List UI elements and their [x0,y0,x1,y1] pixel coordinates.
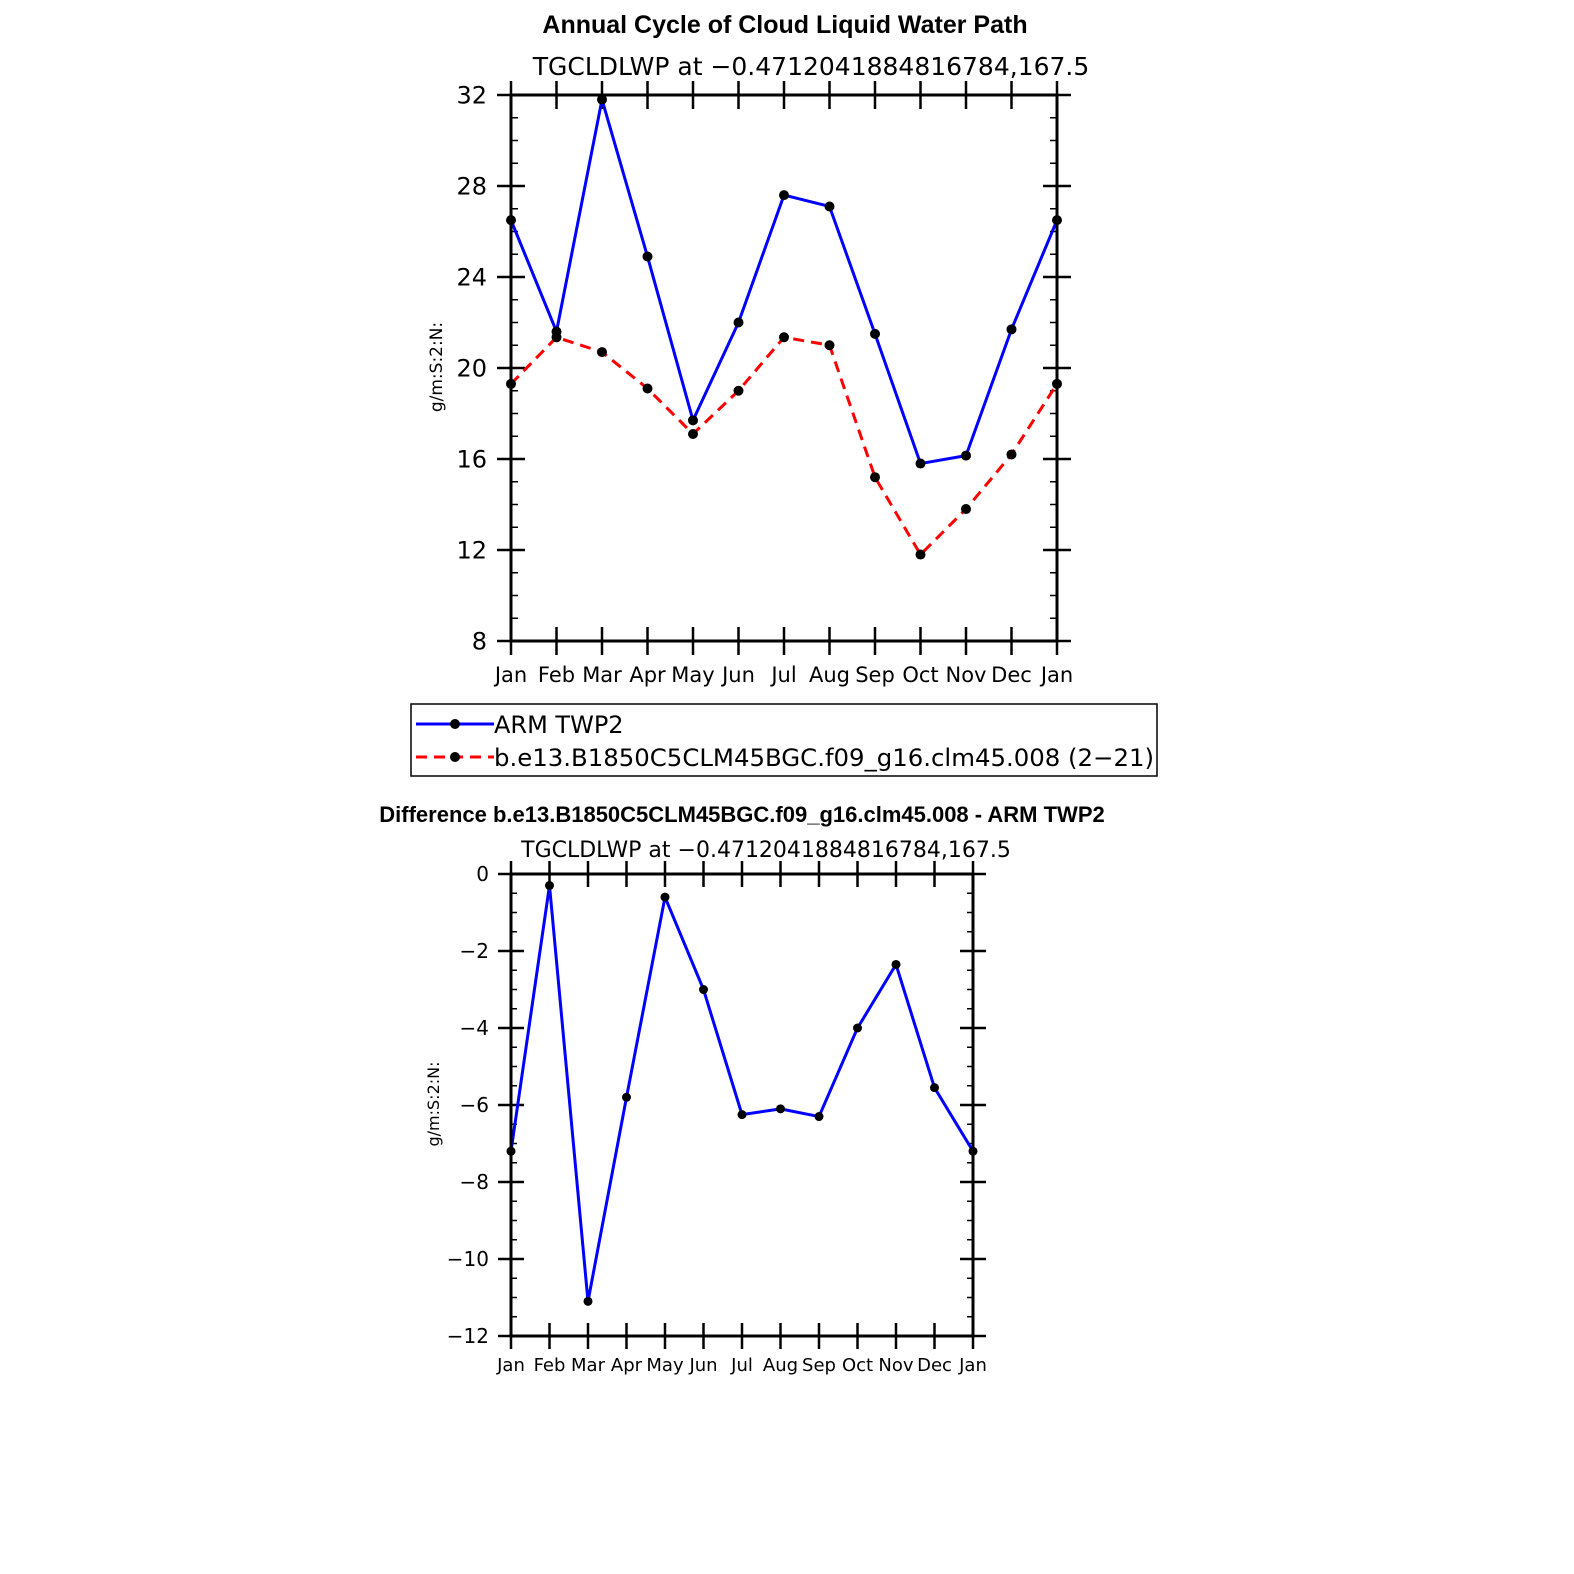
x-tick-label: Jan [493,663,527,687]
y-tick-label: −8 [460,1170,489,1194]
x-tick-label: Dec [991,663,1032,687]
data-point-b-e13-b1850c5clm45bgc-f09-g16-clm45-008- [597,347,607,358]
y-axis-label: g/m:S:2:N: [427,322,447,412]
x-tick-label: Jan [1039,663,1073,687]
series-layer [506,94,1062,560]
x-tick-label: Mar [582,663,622,687]
legend-label-arm-twp2: ARM TWP2 [494,711,624,739]
y-tick-labels: 8 12 16 20 24 28 32 [456,82,487,656]
chart-subtitle: TGCLDLWP at −0.4712041884816784,167.5 [532,52,1090,81]
data-point-difference [853,1023,862,1033]
y-tick-label: 8 [472,628,487,656]
data-point-arm-twp2 [597,94,607,105]
x-tick-label: Oct [902,663,938,687]
data-point-arm-twp2 [1006,324,1017,335]
data-point-arm-twp2 [824,201,835,212]
x-tick-label: Aug [809,663,850,687]
x-tick-label: Sep [802,1355,836,1376]
data-point-difference [930,1083,939,1093]
x-tick-label: Jul [730,1355,753,1376]
y-tick-label: −12 [447,1324,489,1348]
chart-title: Annual Cycle of Cloud Liquid Water Path [542,11,1027,39]
legend-box [410,703,1158,777]
data-point-difference [660,892,670,902]
data-point-difference [814,1112,824,1122]
data-point-difference [891,959,901,969]
x-tick-label: May [646,1355,684,1376]
x-tick-labels: Jan Feb Mar Apr May Jun Jul Aug Sep Oct Nov Dec Jan [493,663,1073,687]
data-point-b-e13-b1850c5clm45bgc-f09-g16-clm45-008- [961,504,971,515]
x-tick-label: Nov [946,663,987,687]
x-tick-label: Mar [571,1355,606,1376]
series-line-b-e13-b1850c5clm45bgc-f09-g16-clm45-008- [509,335,1059,557]
legend-marker-arm-twp2 [450,719,460,729]
data-point-difference [622,1092,631,1102]
y-tick-label: 12 [456,537,487,565]
y-tick-label: 16 [456,446,487,474]
data-point-arm-twp2 [779,190,789,201]
x-tick-label: Jul [769,663,796,687]
y-tick-label: 32 [456,82,487,110]
y-tick-label: −6 [460,1093,489,1117]
data-point-arm-twp2 [961,450,971,461]
x-tick-label: Aug [763,1355,798,1376]
legend-label-model: b.e13.B1850C5CLM45BGC.f09_g16.clm45.008 … [494,744,1154,772]
y-tick-label: 28 [456,173,487,201]
data-point-b-e13-b1850c5clm45bgc-f09-g16-clm45-008- [1006,449,1017,460]
data-point-arm-twp2 [870,328,880,339]
annual-cycle-chart: Annual Cycle of Cloud Liquid Water Path … [427,11,1089,687]
x-tick-label: Jan [958,1355,987,1376]
x-tick-label: Sep [855,663,895,687]
legend: ARM TWP2 b.e13.B1850C5CLM45BGC.f09_g16.c… [410,703,1158,777]
axis-ticks [497,81,1071,655]
x-tick-label: Jun [688,1355,717,1376]
x-tick-label: Jun [720,663,755,687]
chart-subtitle: TGCLDLWP at −0.4712041884816784,167.5 [520,838,1011,863]
x-tick-label: Apr [611,1355,643,1376]
data-point-difference [699,985,708,994]
data-point-b-e13-b1850c5clm45bgc-f09-g16-clm45-008- [915,549,926,560]
series-layer [506,881,978,1306]
data-point-b-e13-b1850c5clm45bgc-f09-g16-clm45-008- [551,332,562,343]
legend-marker-model [450,752,460,762]
y-tick-label: −2 [460,939,489,963]
x-tick-label: Apr [629,663,666,687]
y-tick-labels: −12 −10 −8 −6 −4 −2 0 [447,862,489,1348]
series-line-difference [509,884,975,1303]
y-tick-label: −10 [447,1247,489,1271]
y-tick-label: 24 [456,264,487,292]
data-point-b-e13-b1850c5clm45bgc-f09-g16-clm45-008- [779,332,789,343]
x-tick-labels: Jan Feb Mar Apr May Jun Jul Aug Sep Oct Nov Dec Jan [496,1355,987,1376]
data-point-difference [776,1104,785,1114]
y-axis-label: g/m:S:2:N: [424,1062,443,1147]
data-point-difference [583,1296,593,1306]
y-tick-label: 0 [476,862,489,886]
data-point-difference [737,1110,747,1120]
difference-chart: Difference b.e13.B1850C5CLM45BGC.f09_g16… [379,802,1104,1376]
data-point-arm-twp2 [688,415,698,426]
plot-frame [509,872,975,1338]
data-point-arm-twp2 [733,317,744,328]
x-tick-label: Oct [842,1355,873,1376]
data-point-b-e13-b1850c5clm45bgc-f09-g16-clm45-008- [688,428,698,439]
data-point-b-e13-b1850c5clm45bgc-f09-g16-clm45-008- [824,340,835,351]
y-tick-label: −4 [460,1016,489,1040]
x-tick-label: Feb [534,1355,566,1376]
x-tick-label: Dec [917,1355,952,1376]
data-point-b-e13-b1850c5clm45bgc-f09-g16-clm45-008- [733,385,744,396]
data-point-difference [545,881,554,891]
chart-title: Difference b.e13.B1850C5CLM45BGC.f09_g16… [379,802,1104,827]
y-tick-label: 20 [456,355,487,383]
x-tick-label: May [671,663,714,687]
x-tick-label: Jan [496,1355,525,1376]
series-line-arm-twp2 [509,98,1059,466]
data-point-b-e13-b1850c5clm45bgc-f09-g16-clm45-008- [642,383,653,394]
plot-frame [509,93,1059,643]
data-point-b-e13-b1850c5clm45bgc-f09-g16-clm45-008- [870,472,880,483]
x-tick-label: Nov [878,1355,913,1376]
data-point-arm-twp2 [642,251,653,262]
x-tick-label: Feb [538,663,575,687]
data-point-arm-twp2 [915,458,926,469]
